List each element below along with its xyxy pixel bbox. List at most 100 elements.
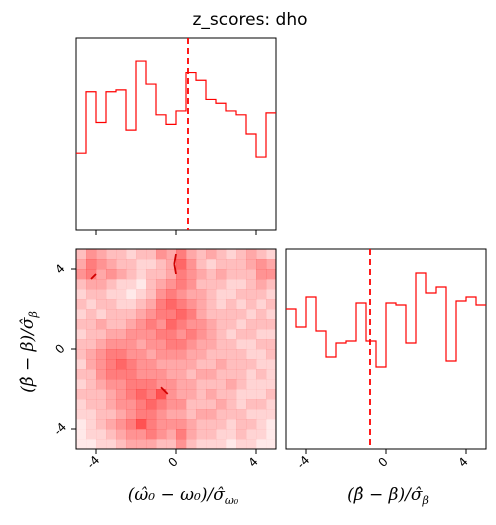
heatmap-cell: [186, 399, 197, 410]
heatmap-cell: [116, 279, 127, 290]
heatmap-cell: [106, 409, 117, 420]
heatmap-cell: [146, 369, 157, 380]
heatmap-cell: [176, 329, 187, 340]
heatmap-cell: [86, 279, 97, 290]
heatmap-cell: [266, 249, 277, 260]
heatmap-cell: [256, 249, 267, 260]
density-panel: -4 0 4 -4 0 4 (ω̂₀ − ω₀)/σ̂ω₀ (β̂ − β)/σ̂β: [18, 248, 277, 507]
heatmap-cell: [126, 419, 137, 430]
heatmap-cell: [256, 319, 267, 330]
heatmap-cell: [246, 359, 257, 370]
heatmap-cell: [146, 359, 157, 370]
heatmap-cell: [236, 399, 247, 410]
heatmap-cell: [206, 249, 217, 260]
heatmap-cell: [176, 419, 187, 430]
histogram-step-line: [286, 272, 486, 368]
histogram-step-line: [76, 60, 276, 158]
heatmap-cell: [76, 339, 87, 350]
heatmap-cell: [136, 439, 147, 450]
heatmap-cell: [246, 259, 257, 270]
heatmap-cell: [156, 279, 167, 290]
heatmap-cell: [136, 389, 147, 400]
heatmap-cell: [166, 359, 177, 370]
heatmap-cell: [236, 379, 247, 390]
heatmap-cell: [236, 309, 247, 320]
heatmap-cell: [86, 269, 97, 280]
heatmap-cell: [236, 289, 247, 300]
hist-omega-panel: [75, 37, 277, 235]
heatmap-cell: [266, 269, 277, 280]
heatmap-cell: [176, 259, 187, 270]
heatmap-cell: [266, 279, 277, 290]
heatmap-cell: [76, 359, 87, 370]
heatmap-cell: [126, 279, 137, 290]
heatmap-cell: [166, 309, 177, 320]
heatmap-cell: [146, 279, 157, 290]
heatmap-cell: [216, 249, 227, 260]
heatmap-cell: [126, 329, 137, 340]
heatmap-cell: [136, 339, 147, 350]
heatmap-cell: [206, 279, 217, 290]
heatmap-cell: [206, 269, 217, 280]
heatmap-cell: [156, 339, 167, 350]
heatmap-cell: [76, 279, 87, 290]
heatmap-cell: [126, 319, 137, 330]
heatmap-cell: [196, 379, 207, 390]
heatmap-cell: [146, 249, 157, 260]
heatmap-cell: [96, 279, 107, 290]
heatmap-cell: [196, 439, 207, 450]
heatmap-cell: [156, 269, 167, 280]
heatmap-cell: [206, 429, 217, 440]
heatmap-cell: [156, 259, 167, 270]
heatmap-cell: [126, 429, 137, 440]
heatmap-cell: [266, 369, 277, 380]
heatmap-cell: [196, 299, 207, 310]
heatmap-cell: [86, 359, 97, 370]
x-tick-label: 0: [376, 455, 391, 470]
heatmap-cell: [236, 339, 247, 350]
heatmap-cell: [96, 379, 107, 390]
heatmap-cell: [246, 329, 257, 340]
heatmap-cell: [126, 359, 137, 370]
heatmap-cell: [176, 269, 187, 280]
heatmap-cell: [186, 299, 197, 310]
heatmap-cell: [136, 399, 147, 410]
heatmap-cell: [96, 349, 107, 360]
heatmap-cell: [136, 429, 147, 440]
heatmap-cell: [156, 299, 167, 310]
heatmap-cell: [236, 389, 247, 400]
heatmap-cell: [116, 269, 127, 280]
heatmap-cell: [206, 379, 217, 390]
heatmap-cell: [216, 279, 227, 290]
heatmap-cell: [116, 379, 127, 390]
heatmap-cell: [226, 399, 237, 410]
heatmap-cell: [116, 309, 127, 320]
heatmap-cell: [156, 349, 167, 360]
heatmap-cell: [116, 389, 127, 400]
heatmap-cell: [246, 279, 257, 290]
heatmap-cell: [256, 269, 267, 280]
heatmap-cell: [106, 429, 117, 440]
heatmap-cell: [226, 419, 237, 430]
heatmap-cell: [216, 399, 227, 410]
heatmap-cell: [166, 419, 177, 430]
heatmap-cell: [246, 389, 257, 400]
heatmap-cell: [226, 329, 237, 340]
heatmap-cell: [236, 279, 247, 290]
heatmap-cell: [116, 319, 127, 330]
density-contours: [90, 253, 177, 395]
heatmap-cell: [256, 279, 267, 290]
heatmap-cell: [126, 299, 137, 310]
heatmap-cell: [176, 299, 187, 310]
heatmap-cell: [156, 359, 167, 370]
heatmap-cell: [246, 399, 257, 410]
heatmap-cell: [136, 349, 147, 360]
heatmap-cell: [146, 319, 157, 330]
heatmap-cell: [156, 429, 167, 440]
heatmap-cell: [76, 419, 87, 430]
heatmap-cell: [96, 419, 107, 430]
heatmap-cell: [146, 329, 157, 340]
density-heatmap: [76, 249, 277, 450]
heatmap-cell: [146, 309, 157, 320]
hist-omega-xticks: [95, 230, 257, 235]
